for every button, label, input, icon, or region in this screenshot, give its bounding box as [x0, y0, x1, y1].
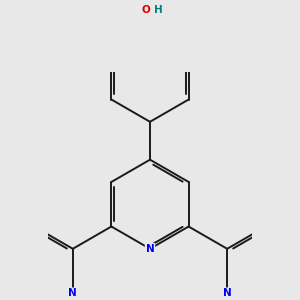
Text: O: O: [142, 5, 151, 15]
Text: N: N: [146, 244, 154, 254]
Text: N: N: [68, 288, 77, 298]
Text: H: H: [154, 5, 163, 15]
Text: N: N: [223, 288, 232, 298]
